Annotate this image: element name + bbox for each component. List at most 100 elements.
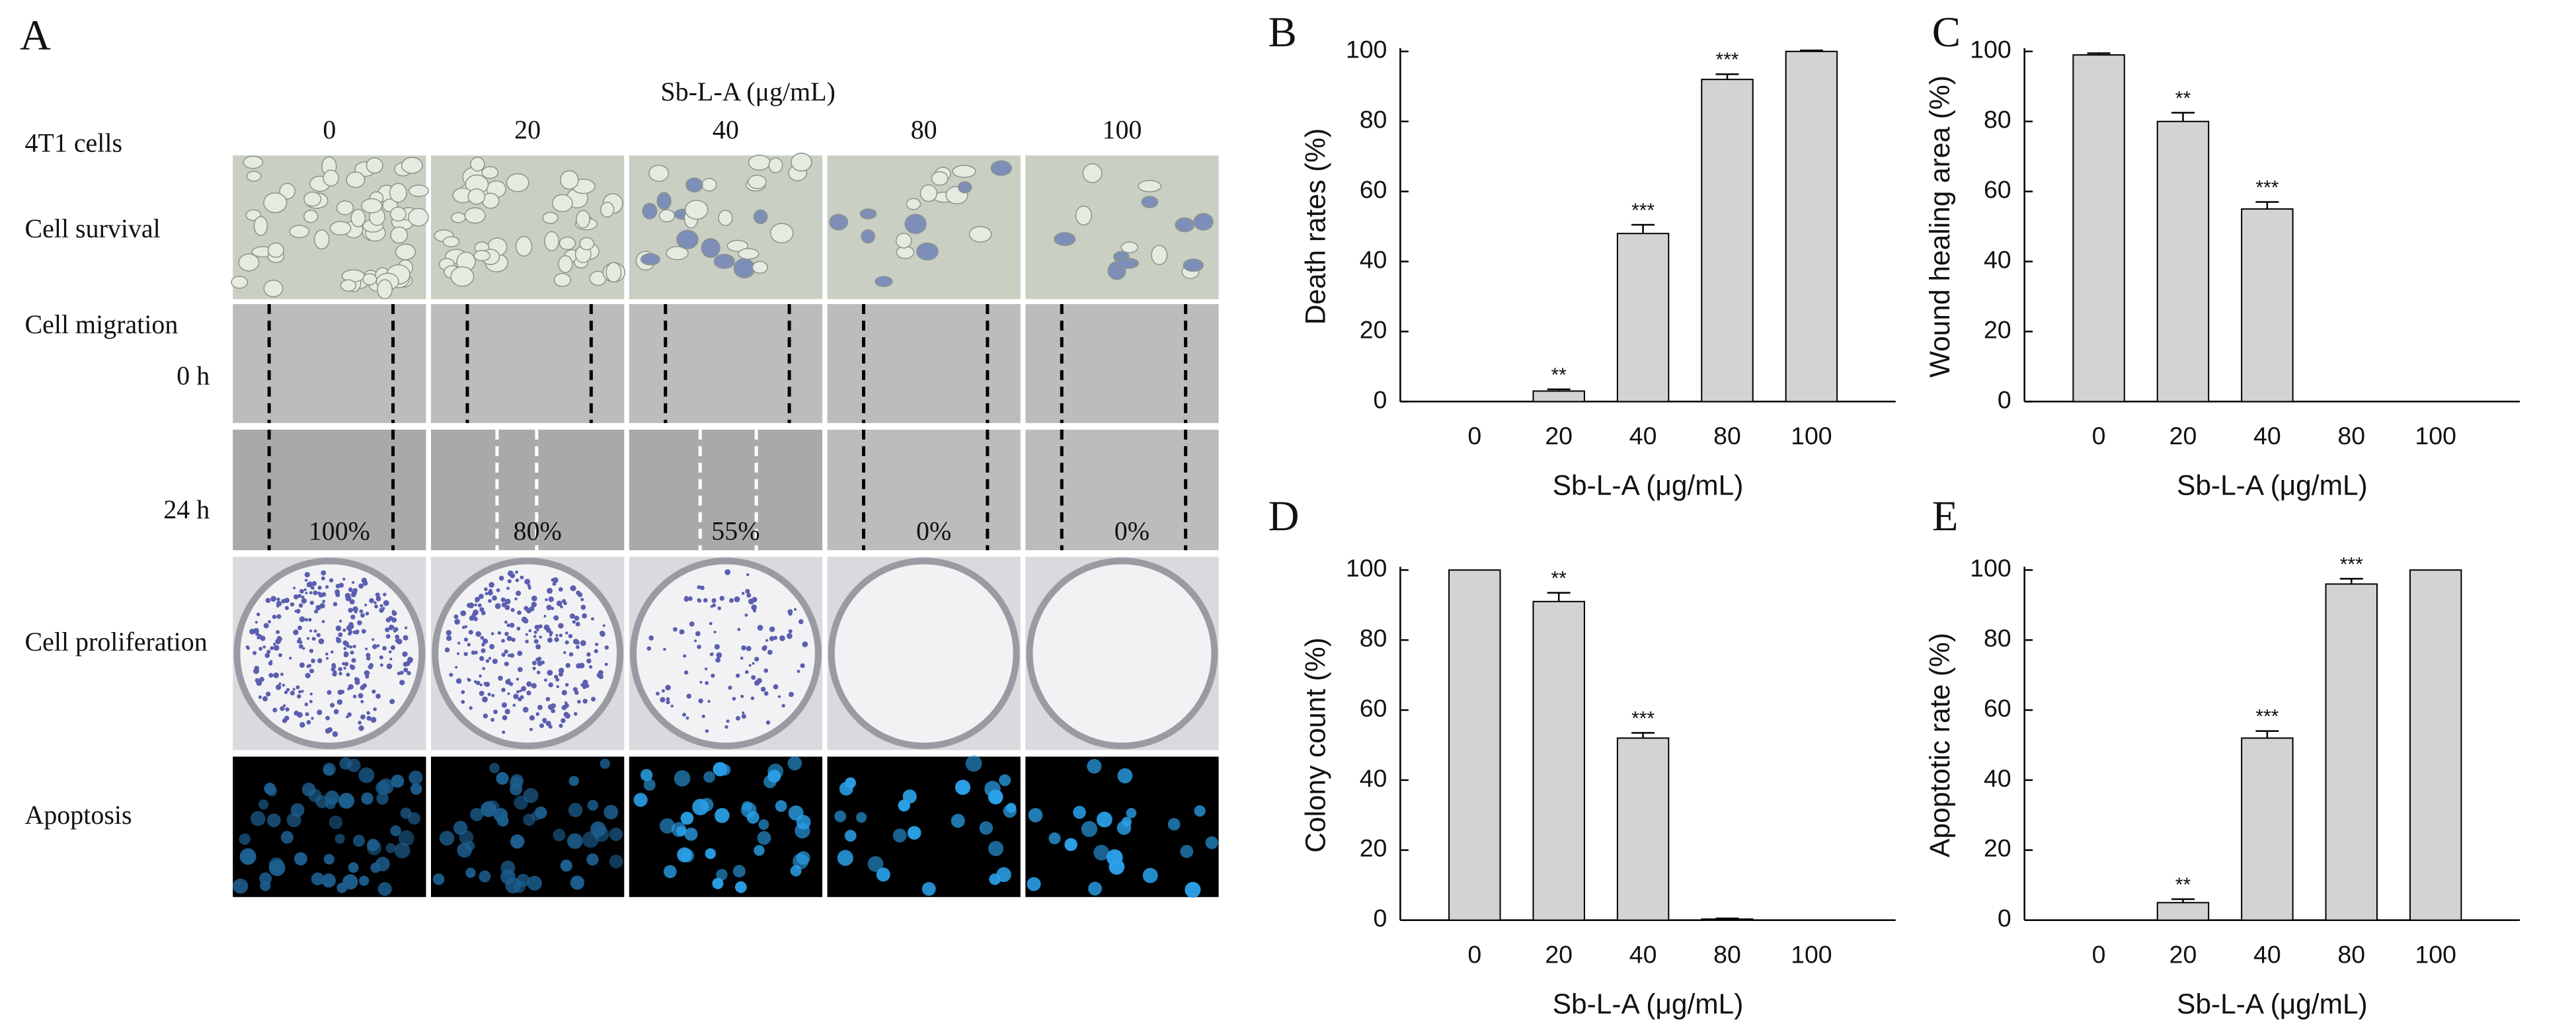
micrograph	[629, 303, 823, 423]
cell	[768, 157, 783, 174]
colony	[506, 586, 510, 590]
colony	[740, 694, 744, 698]
nucleus	[867, 856, 884, 872]
y-tick-label: 40	[1984, 245, 2011, 273]
colony	[316, 633, 321, 637]
colony	[744, 614, 748, 617]
bar	[1701, 918, 1754, 921]
colony	[272, 614, 277, 619]
cell	[1141, 196, 1159, 208]
bar	[2241, 737, 2294, 921]
colony	[275, 638, 281, 645]
cell	[875, 276, 893, 288]
cell	[464, 207, 486, 224]
colony	[763, 691, 769, 696]
colony	[573, 711, 578, 716]
colony	[763, 668, 769, 673]
colony	[361, 577, 368, 584]
colony	[655, 692, 660, 696]
colony	[385, 627, 390, 633]
colony	[663, 647, 666, 651]
colony	[793, 608, 797, 611]
significance: **	[2175, 874, 2191, 896]
colony	[502, 715, 508, 721]
colony	[446, 635, 452, 641]
error-bar	[2255, 730, 2279, 738]
colony	[309, 591, 313, 595]
nucleus	[999, 774, 1011, 787]
colony	[304, 572, 310, 578]
colony	[479, 607, 485, 612]
nucleus	[1081, 820, 1098, 838]
nucleus	[754, 845, 765, 856]
colony	[516, 626, 521, 631]
micrograph	[233, 303, 426, 423]
colony	[331, 650, 334, 654]
error-bar	[2087, 52, 2111, 56]
colony	[569, 613, 575, 619]
colony	[393, 627, 399, 632]
nucleus	[250, 811, 266, 826]
micrographs	[231, 152, 1219, 898]
colony	[672, 627, 678, 632]
colony	[510, 653, 515, 658]
nucleus	[712, 877, 724, 889]
nucleus	[1093, 844, 1110, 861]
colony	[746, 590, 750, 594]
colony	[272, 707, 278, 713]
colony	[389, 699, 395, 705]
colony	[529, 715, 535, 721]
colony	[578, 662, 585, 668]
nucleus	[323, 765, 334, 776]
cell	[990, 160, 1012, 177]
colony	[301, 598, 307, 604]
cell	[303, 191, 322, 207]
colony	[385, 634, 391, 639]
colony	[332, 670, 337, 674]
nucleus	[837, 850, 853, 866]
colony	[374, 604, 379, 609]
colony	[551, 578, 555, 582]
colony	[332, 731, 338, 737]
colony	[570, 585, 576, 592]
cell	[685, 177, 703, 192]
colony	[454, 619, 461, 625]
nucleus	[432, 873, 445, 885]
colony	[498, 676, 503, 681]
colony	[338, 632, 343, 637]
colony	[754, 657, 760, 662]
colony	[468, 602, 475, 609]
cell	[553, 272, 571, 288]
significance: ***	[2255, 706, 2279, 728]
colony	[474, 603, 477, 607]
colony	[594, 649, 598, 654]
colony	[547, 588, 553, 594]
colony	[348, 587, 353, 592]
colony	[256, 612, 260, 616]
cell	[753, 209, 768, 224]
cell	[263, 192, 288, 214]
colony	[475, 680, 481, 686]
micrograph	[827, 303, 1021, 423]
cell	[658, 209, 676, 223]
colony	[254, 678, 260, 683]
nucleus	[586, 853, 599, 866]
colony	[293, 629, 299, 635]
colony	[358, 725, 364, 731]
colony	[372, 644, 377, 649]
nucleus	[266, 813, 281, 828]
colony	[683, 654, 687, 658]
colony	[475, 596, 481, 602]
nucleus	[839, 781, 853, 796]
colony	[533, 639, 539, 644]
wound-label: 0%	[916, 516, 951, 545]
significance: **	[1551, 364, 1567, 386]
nucleus	[1087, 758, 1102, 774]
colony	[572, 639, 579, 645]
colony	[574, 616, 580, 621]
colony	[485, 592, 488, 596]
significance: ***	[2255, 177, 2279, 198]
colony	[455, 678, 462, 684]
colony	[516, 690, 520, 694]
colony	[580, 598, 584, 602]
